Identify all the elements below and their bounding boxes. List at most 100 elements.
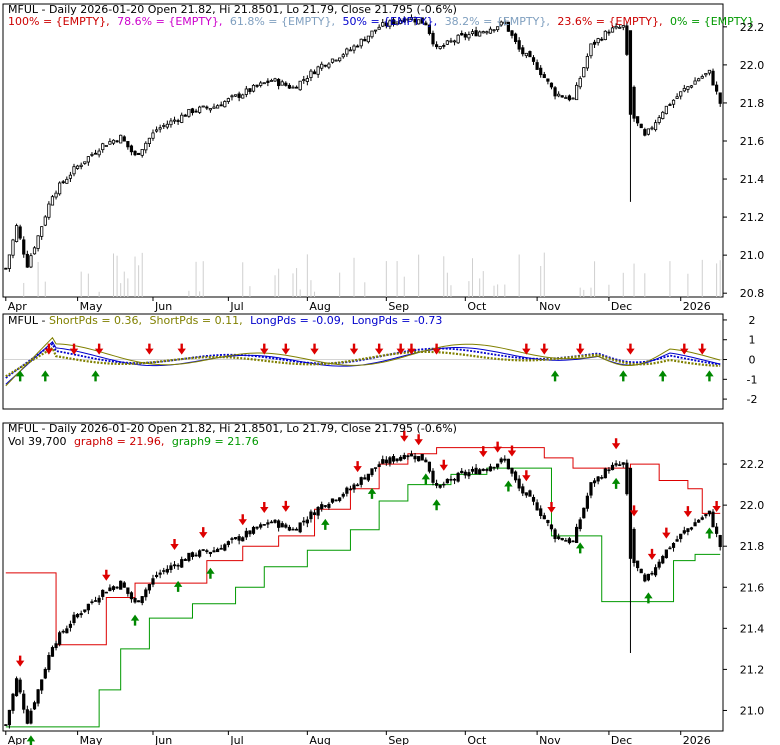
price-candle: [445, 40, 449, 45]
price-candle: [230, 95, 234, 98]
price-candle: [90, 153, 94, 156]
buy-arrow: [206, 567, 215, 579]
price-candle: [610, 27, 615, 33]
osc-sell-arrow: [396, 343, 405, 355]
signal-candle: [312, 512, 317, 516]
buy-arrow: [611, 477, 621, 489]
price-candle: [488, 28, 493, 34]
signal-candle: [172, 564, 177, 567]
signal-candle: [198, 550, 202, 557]
osc-sell-arrow: [680, 343, 689, 355]
short-pds-line: [5, 336, 721, 387]
signal-candle: [54, 643, 58, 649]
x-tick-label: Oct: [467, 300, 487, 313]
price-candle: [111, 139, 116, 144]
price-candle: [693, 80, 697, 85]
signal-candle: [147, 584, 151, 591]
signal-candle: [187, 552, 191, 561]
price-candle: [65, 178, 69, 184]
fib-23: 23.6% = {EMPTY},: [557, 15, 662, 28]
signal-candle: [43, 668, 47, 679]
signal-candle: [528, 490, 532, 497]
signal-candle: [388, 457, 392, 464]
signal-panel-frame: [2, 422, 724, 732]
price-candle: [79, 164, 83, 167]
price-candle: [399, 20, 403, 24]
x-tick-label: Aug: [309, 734, 330, 745]
sell-arrow: [414, 434, 423, 446]
price-candle: [68, 174, 73, 179]
price-candle: [187, 108, 191, 117]
osc-sell-arrow: [94, 343, 104, 355]
signal-candle: [549, 524, 554, 530]
signal-candle: [610, 464, 615, 471]
signal-candle: [438, 484, 442, 488]
price-candle: [72, 166, 76, 175]
signal-candle: [600, 477, 604, 479]
signal-candle: [348, 488, 353, 491]
sell-arrow: [238, 514, 247, 526]
signal-candle: [65, 628, 69, 634]
price-candle: [216, 105, 220, 109]
osc-sell-arrow: [260, 343, 269, 355]
price-candle: [58, 182, 62, 195]
sell-arrow: [281, 500, 291, 512]
y-tick-label: -1: [747, 373, 758, 386]
x-tick-label: Aug: [309, 300, 330, 313]
signal-candle: [711, 511, 715, 528]
signal-candle: [72, 614, 76, 623]
price-x-axis: Apr May Jun Jul Aug Sep Oct Nov Dec 2026: [5, 297, 711, 313]
price-candle: [539, 67, 543, 76]
signal-candle: [169, 565, 173, 570]
buy-arrow: [26, 735, 36, 745]
signal-candle: [653, 567, 658, 576]
price-panel-title: MFUL - Daily 2026-01-20 Open 21.82, Hi 2…: [8, 3, 457, 16]
sell-arrow: [400, 430, 409, 442]
signal-candle: [352, 484, 356, 490]
signal-candle: [86, 603, 90, 611]
price-candle: [201, 105, 205, 108]
signal-candle: [618, 464, 622, 466]
signal-candle: [330, 498, 335, 503]
signal-candle: [427, 461, 432, 472]
signal-candle: [370, 468, 374, 476]
osc-sell-arrow: [69, 343, 79, 355]
osc-sell-arrow: [310, 343, 319, 355]
price-candle: [506, 21, 510, 32]
price-candle: [122, 136, 126, 142]
signal-candle: [557, 536, 561, 539]
price-candle: [208, 108, 213, 111]
signal-candle: [503, 458, 507, 461]
osc-sell-arrow: [44, 343, 54, 355]
price-candle: [61, 181, 65, 184]
signal-candle: [237, 536, 241, 541]
x-tick-label: Nov: [539, 300, 561, 313]
signal-candle: [596, 476, 600, 482]
price-candle: [241, 94, 245, 99]
signal-candle: [535, 502, 539, 511]
price-candle: [643, 129, 647, 136]
price-candle: [639, 123, 643, 129]
price-candle: [126, 141, 130, 148]
price-candle: [557, 93, 561, 97]
signal-candle: [22, 693, 26, 710]
signal-candle: [395, 458, 399, 462]
signal-candle: [75, 614, 80, 618]
signal-candle: [68, 623, 73, 628]
price-candle: [176, 120, 180, 122]
price-candle: [320, 63, 324, 69]
price-candle: [700, 76, 704, 79]
x-tick-label: 2026: [683, 734, 711, 745]
price-candle: [470, 31, 475, 35]
sell-arrow: [260, 502, 269, 514]
price-candle: [417, 19, 421, 25]
price-candle: [567, 95, 572, 101]
price-candle: [162, 125, 166, 127]
signal-candle: [93, 600, 98, 602]
signal-candle: [445, 478, 449, 484]
osc-short-2: ShortPds = 0.11,: [150, 314, 243, 327]
signal-candle: [194, 554, 198, 557]
x-tick-label: Dec: [611, 300, 632, 313]
signal-candle: [488, 466, 493, 472]
signal-candle: [603, 468, 607, 479]
